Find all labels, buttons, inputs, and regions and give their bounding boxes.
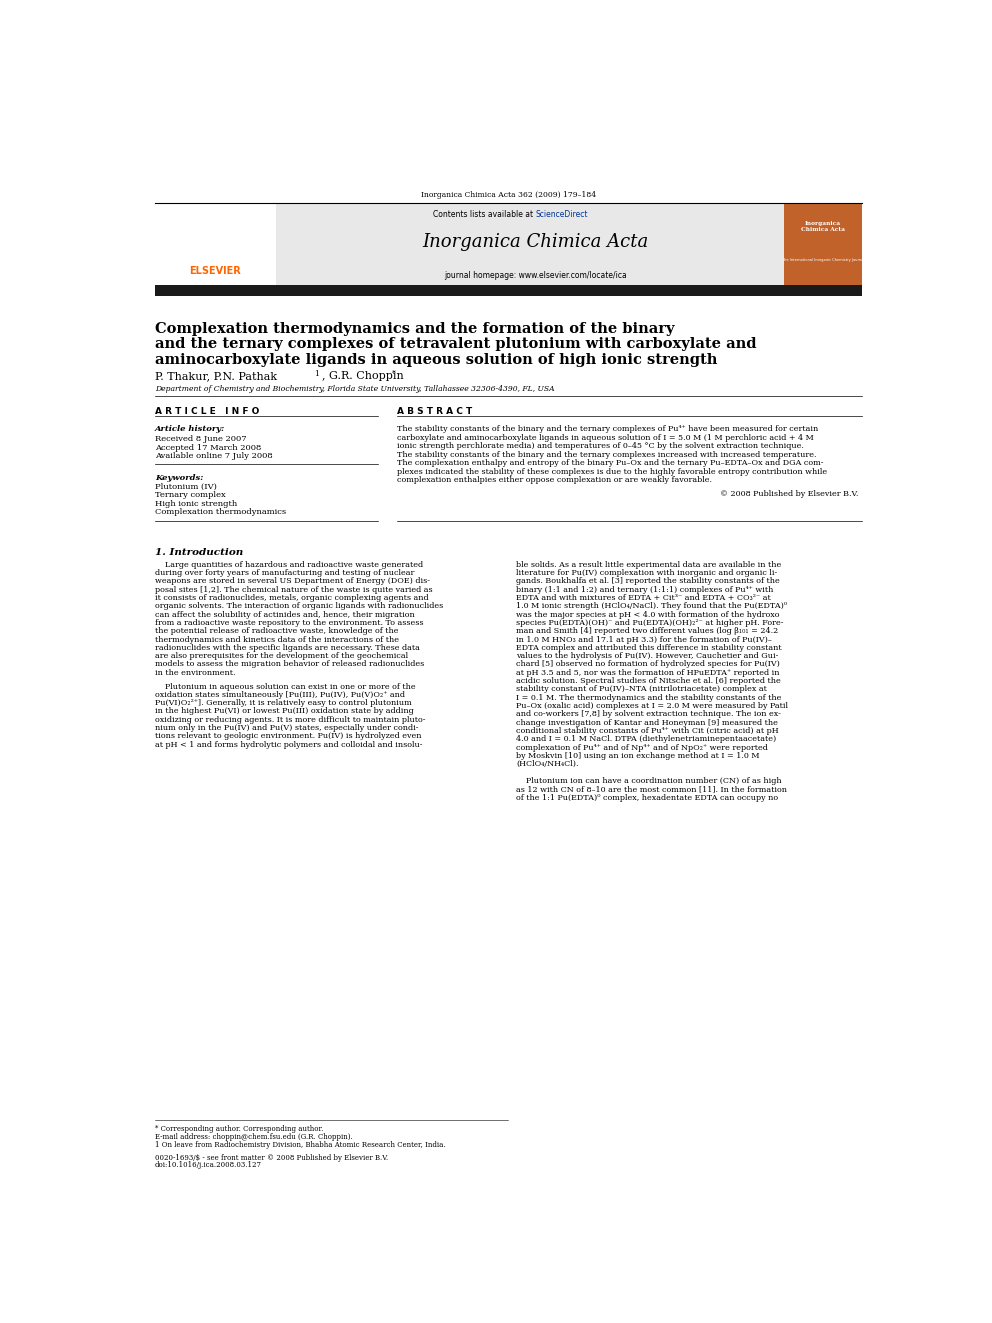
Text: EDTA and with mixtures of EDTA + Cit³⁻ and EDTA + CO₃²⁻ at: EDTA and with mixtures of EDTA + Cit³⁻ a… [516,594,771,602]
Bar [784,204,862,288]
Text: of the 1:1 Pu(EDTA)⁰ complex, hexadentate EDTA can occupy no: of the 1:1 Pu(EDTA)⁰ complex, hexadentat… [516,794,778,802]
Text: 1: 1 [313,369,318,378]
Text: Large quantities of hazardous and radioactive waste generated: Large quantities of hazardous and radioa… [155,561,423,569]
Text: , G.R. Choppin: , G.R. Choppin [321,372,404,381]
Text: in the highest Pu(VI) or lowest Pu(III) oxidation state by adding: in the highest Pu(VI) or lowest Pu(III) … [155,708,414,716]
Text: Accepted 17 March 2008: Accepted 17 March 2008 [155,443,261,451]
Bar [155,204,276,288]
Text: Pu(VI)O₂²⁺]. Generally, it is relatively easy to control plutonium: Pu(VI)O₂²⁺]. Generally, it is relatively… [155,699,412,708]
Text: can affect the solubility of actinides and, hence, their migration: can affect the solubility of actinides a… [155,611,415,619]
Text: binary (1:1 and 1:2) and ternary (1:1:1) complexes of Pu⁴⁺ with: binary (1:1 and 1:2) and ternary (1:1:1)… [516,586,774,594]
Text: The International Inorganic Chemistry Journal: The International Inorganic Chemistry Jo… [782,258,864,262]
Text: tions relevant to geologic environment. Pu(IV) is hydrolyzed even: tions relevant to geologic environment. … [155,733,422,741]
Text: chard [5] observed no formation of hydrolyzed species for Pu(IV): chard [5] observed no formation of hydro… [516,660,780,668]
Text: carboxylate and aminocarboxylate ligands in aqueous solution of I = 5.0 M (1 M p: carboxylate and aminocarboxylate ligands… [397,434,813,442]
Text: man and Smith [4] reported two different values (log β₁₀₁ = 24.2: man and Smith [4] reported two different… [516,627,779,635]
Text: from a radioactive waste repository to the environment. To assess: from a radioactive waste repository to t… [155,619,424,627]
Text: gands. Boukhalfa et al. [3] reported the stability constants of the: gands. Boukhalfa et al. [3] reported the… [516,577,780,585]
Text: oxidation states simultaneously [Pu(III), Pu(IV), Pu(V)O₂⁺ and: oxidation states simultaneously [Pu(III)… [155,691,405,699]
Text: journal homepage: www.elsevier.com/locate/ica: journal homepage: www.elsevier.com/locat… [444,271,627,280]
Text: The stability constants of the binary and the ternary complexes of Pu⁴⁺ have bee: The stability constants of the binary an… [397,425,818,433]
Text: acidic solution. Spectral studies of Nitsche et al. [6] reported the: acidic solution. Spectral studies of Nit… [516,677,781,685]
Text: at pH < 1 and forms hydrolytic polymers and colloidal and insolu-: at pH < 1 and forms hydrolytic polymers … [155,741,423,749]
Text: as 12 with CN of 8–10 are the most common [11]. In the formation: as 12 with CN of 8–10 are the most commo… [516,786,787,794]
Text: weapons are stored in several US Department of Energy (DOE) dis-: weapons are stored in several US Departm… [155,577,430,585]
Text: Ternary complex: Ternary complex [155,491,225,499]
Text: complexation enthalpies either oppose complexation or are weakly favorable.: complexation enthalpies either oppose co… [397,476,712,484]
Text: Plutonium (IV): Plutonium (IV) [155,483,216,491]
Text: by Moskvin [10] using an ion exchange method at I = 1.0 M: by Moskvin [10] using an ion exchange me… [516,751,760,759]
Text: the potential release of radioactive waste, knowledge of the: the potential release of radioactive was… [155,627,398,635]
Text: Department of Chemistry and Biochemistry, Florida State University, Tallahassee : Department of Chemistry and Biochemistry… [155,385,555,393]
Text: Inorganica Chimica Acta 362 (2009) 179–184: Inorganica Chimica Acta 362 (2009) 179–1… [421,191,596,198]
Text: 1.0 M ionic strength (HClO₄/NaCl). They found that the Pu(EDTA)⁰: 1.0 M ionic strength (HClO₄/NaCl). They … [516,602,788,610]
Text: stability constant of Pu(IV)–NTA (nitrilotriacetate) complex at: stability constant of Pu(IV)–NTA (nitril… [516,685,767,693]
Text: 0020-1693/$ - see front matter © 2008 Published by Elsevier B.V.: 0020-1693/$ - see front matter © 2008 Pu… [155,1154,388,1162]
Bar [155,284,862,296]
Text: Complexation thermodynamics: Complexation thermodynamics [155,508,286,516]
Text: *: * [392,369,395,378]
Text: High ionic strength: High ionic strength [155,500,237,508]
Text: and co-workers [7,8] by solvent extraction technique. The ion ex-: and co-workers [7,8] by solvent extracti… [516,710,781,718]
Text: Contents lists available at: Contents lists available at [433,210,536,218]
Text: Keywords:: Keywords: [155,474,203,482]
Text: plexes indicated the stability of these complexes is due to the highly favorable: plexes indicated the stability of these … [397,467,827,475]
Text: A R T I C L E   I N F O: A R T I C L E I N F O [155,406,259,415]
Text: 4.0 and I = 0.1 M NaCl. DTPA (diethylenetriaminepentaacetate): 4.0 and I = 0.1 M NaCl. DTPA (diethylene… [516,736,777,744]
Text: Pu–Ox (oxalic acid) complexes at I = 2.0 M were measured by Patil: Pu–Ox (oxalic acid) complexes at I = 2.0… [516,703,788,710]
Text: literature for Pu(IV) complexation with inorganic and organic li-: literature for Pu(IV) complexation with … [516,569,778,577]
Text: radionuclides with the specific ligands are necessary. These data: radionuclides with the specific ligands … [155,644,420,652]
Text: ble solids. As a result little experimental data are available in the: ble solids. As a result little experimen… [516,561,782,569]
Text: (HClO₄/NH₄Cl).: (HClO₄/NH₄Cl). [516,761,578,769]
Text: ELSEVIER: ELSEVIER [189,266,241,275]
Text: © 2008 Published by Elsevier B.V.: © 2008 Published by Elsevier B.V. [720,490,858,497]
Text: nium only in the Pu(IV) and Pu(V) states, especially under condi-: nium only in the Pu(IV) and Pu(V) states… [155,724,419,732]
Text: during over forty years of manufacturing and testing of nuclear: during over forty years of manufacturing… [155,569,414,577]
Text: organic solvents. The interaction of organic ligands with radionuclides: organic solvents. The interaction of org… [155,602,443,610]
Text: ionic strength perchlorate media) and temperatures of 0–45 °C by the solvent ext: ionic strength perchlorate media) and te… [397,442,804,450]
Text: Complexation thermodynamics and the formation of the binary: Complexation thermodynamics and the form… [155,321,675,336]
Text: in 1.0 M HNO₃ and 17.1 at pH 3.3) for the formation of Pu(IV)–: in 1.0 M HNO₃ and 17.1 at pH 3.3) for th… [516,635,772,643]
Text: it consists of radionuclides, metals, organic complexing agents and: it consists of radionuclides, metals, or… [155,594,429,602]
Text: in the environment.: in the environment. [155,669,235,677]
Text: The complexation enthalpy and entropy of the binary Pu–Ox and the ternary Pu–EDT: The complexation enthalpy and entropy of… [397,459,823,467]
Text: * Corresponding author. Corresponding author.: * Corresponding author. Corresponding au… [155,1125,323,1132]
Text: 1 On leave from Radiochemistry Division, Bhabha Atomic Research Center, India.: 1 On leave from Radiochemistry Division,… [155,1140,445,1148]
Text: Article history:: Article history: [155,425,225,433]
Text: are also prerequisites for the development of the geochemical: are also prerequisites for the developme… [155,652,408,660]
Text: aminocarboxylate ligands in aqueous solution of high ionic strength: aminocarboxylate ligands in aqueous solu… [155,353,717,366]
Text: doi:10.1016/j.ica.2008.03.127: doi:10.1016/j.ica.2008.03.127 [155,1162,262,1170]
Text: E-mail address: choppin@chem.fsu.edu (G.R. Choppin).: E-mail address: choppin@chem.fsu.edu (G.… [155,1132,352,1140]
Text: ScienceDirect: ScienceDirect [536,210,588,218]
Text: posal sites [1,2]. The chemical nature of the waste is quite varied as: posal sites [1,2]. The chemical nature o… [155,586,433,594]
Text: oxidizing or reducing agents. It is more difficult to maintain pluto-: oxidizing or reducing agents. It is more… [155,716,426,724]
Text: EDTA complex and attributed this difference in stability constant: EDTA complex and attributed this differe… [516,644,782,652]
Text: I = 0.1 M. The thermodynamics and the stability constants of the: I = 0.1 M. The thermodynamics and the st… [516,693,782,701]
Text: at pH 3.5 and 5, nor was the formation of HPuEDTA⁺ reported in: at pH 3.5 and 5, nor was the formation o… [516,669,780,677]
Text: 1. Introduction: 1. Introduction [155,548,243,557]
Text: Available online 7 July 2008: Available online 7 July 2008 [155,452,273,460]
Text: models to assess the migration behavior of released radionuclides: models to assess the migration behavior … [155,660,424,668]
Text: change investigation of Kantar and Honeyman [9] measured the: change investigation of Kantar and Honey… [516,718,778,726]
Text: species Pu(EDTA)(OH)⁻ and Pu(EDTA)(OH)₂²⁻ at higher pH. Fore-: species Pu(EDTA)(OH)⁻ and Pu(EDTA)(OH)₂²… [516,619,784,627]
Text: and the ternary complexes of tetravalent plutonium with carboxylate and: and the ternary complexes of tetravalent… [155,337,756,352]
Text: The stability constants of the binary and the ternary complexes increased with i: The stability constants of the binary an… [397,451,816,459]
Bar [155,204,862,288]
Text: values to the hydrolysis of Pu(IV). However, Cauchetier and Gui-: values to the hydrolysis of Pu(IV). Howe… [516,652,779,660]
Text: A B S T R A C T: A B S T R A C T [397,406,472,415]
Text: complexation of Pu⁴⁺ and of Np⁴⁺ and of NpO₂⁺ were reported: complexation of Pu⁴⁺ and of Np⁴⁺ and of … [516,744,768,751]
Text: Received 8 June 2007: Received 8 June 2007 [155,435,246,443]
Text: Inorganica Chimica Acta: Inorganica Chimica Acta [423,233,649,251]
Text: Inorganica
Chimica Acta: Inorganica Chimica Acta [801,221,845,232]
Text: Plutonium ion can have a coordination number (CN) of as high: Plutonium ion can have a coordination nu… [516,777,782,785]
Text: Plutonium in aqueous solution can exist in one or more of the: Plutonium in aqueous solution can exist … [155,683,416,691]
Text: conditional stability constants of Pu⁴⁺ with Cit (citric acid) at pH: conditional stability constants of Pu⁴⁺ … [516,728,779,736]
Text: thermodynamics and kinetics data of the interactions of the: thermodynamics and kinetics data of the … [155,635,399,643]
Text: P. Thakur, P.N. Pathak: P. Thakur, P.N. Pathak [155,372,277,381]
Text: was the major species at pH < 4.0 with formation of the hydroxo: was the major species at pH < 4.0 with f… [516,611,780,619]
